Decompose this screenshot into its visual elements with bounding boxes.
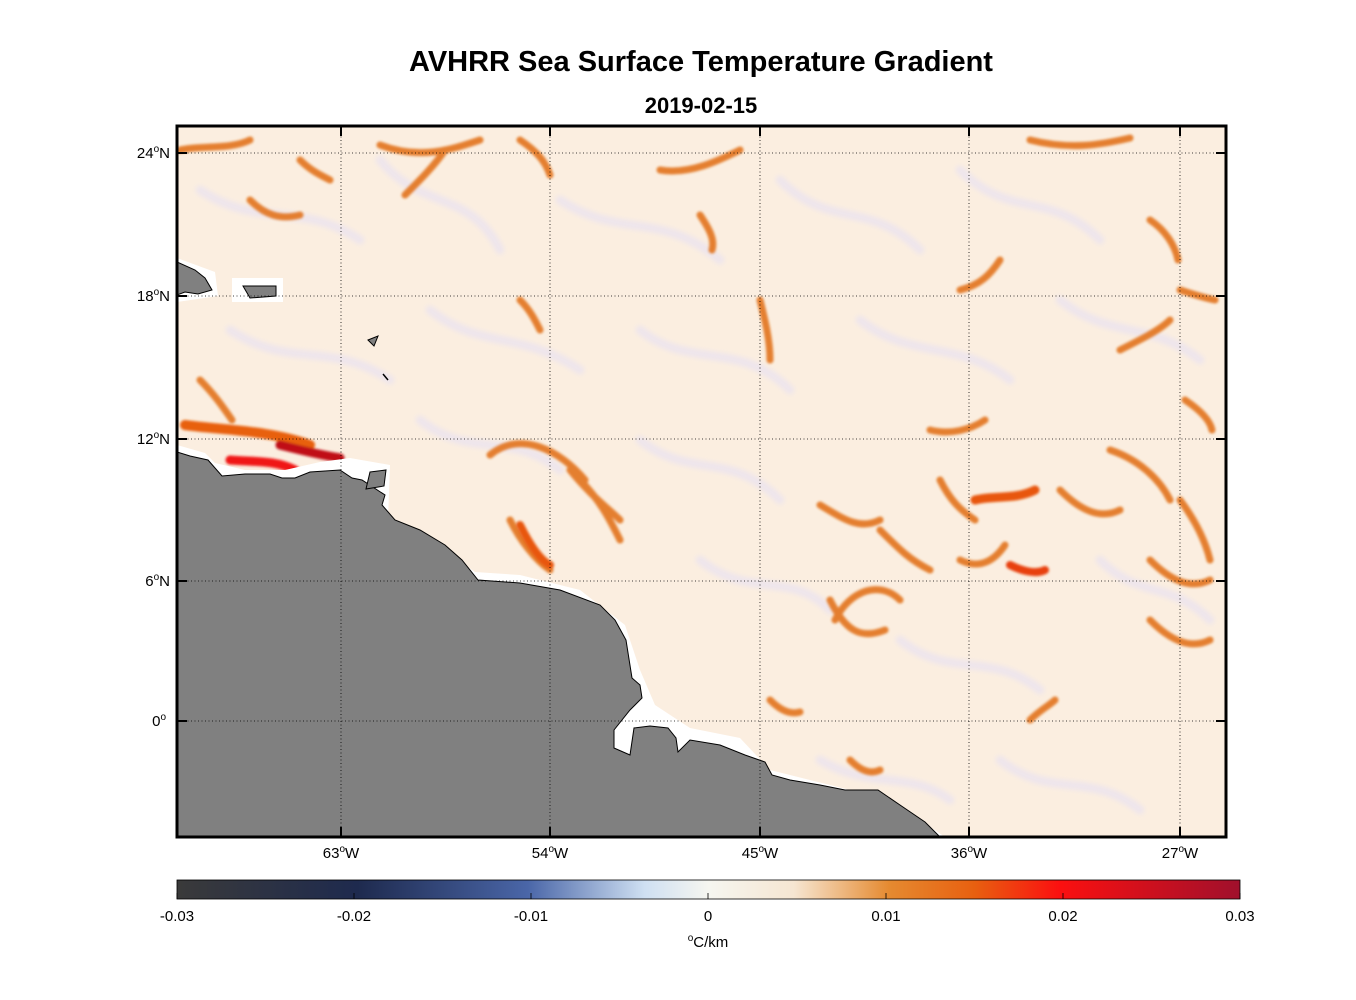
colorbar-unit-label: oC/km bbox=[687, 933, 729, 951]
y-tick-label: 24oN bbox=[136, 144, 170, 162]
y-tick-label: 12oN bbox=[136, 430, 170, 448]
land-island-trinidad bbox=[365, 469, 387, 490]
chart-title: AVHRR Sea Surface Temperature Gradient bbox=[409, 46, 993, 78]
gradient-texture bbox=[195, 155, 1215, 815]
x-tick-label: 63oW bbox=[322, 844, 360, 862]
axis-ticks bbox=[177, 126, 1226, 837]
y-tick-label: 6oN bbox=[145, 572, 170, 590]
chart-subtitle: 2019-02-15 bbox=[644, 93, 758, 118]
x-tick-label: 45oW bbox=[741, 844, 779, 862]
land-island-small bbox=[367, 335, 379, 347]
orange-fronts bbox=[177, 134, 1219, 776]
colorbar-tick-label: 0.02 bbox=[1048, 908, 1078, 925]
colorbar-tick-label: -0.02 bbox=[336, 908, 372, 925]
y-tick-label: 18oN bbox=[136, 287, 170, 305]
land-south-america bbox=[177, 451, 941, 837]
x-tick-label: 27oW bbox=[1161, 844, 1199, 862]
x-tick-label: 54oW bbox=[531, 844, 569, 862]
map-frame bbox=[175, 124, 1228, 839]
x-tick-label: 36oW bbox=[950, 844, 988, 862]
colorbar-tick-label: 0.01 bbox=[871, 908, 901, 925]
colorbar-tick-label: -0.01 bbox=[513, 908, 549, 925]
gridlines bbox=[177, 126, 1226, 837]
colorbar-tick-label: 0 bbox=[703, 908, 713, 925]
y-tick-label: 0o bbox=[152, 712, 166, 730]
colorbar bbox=[176, 879, 1241, 900]
colorbar-tick-label: -0.03 bbox=[159, 908, 195, 925]
land-island-small bbox=[382, 373, 389, 381]
red-fronts bbox=[180, 420, 1049, 577]
colorbar-tick-label: 0.03 bbox=[1225, 908, 1255, 925]
colorbar-ticks bbox=[176, 893, 1241, 899]
